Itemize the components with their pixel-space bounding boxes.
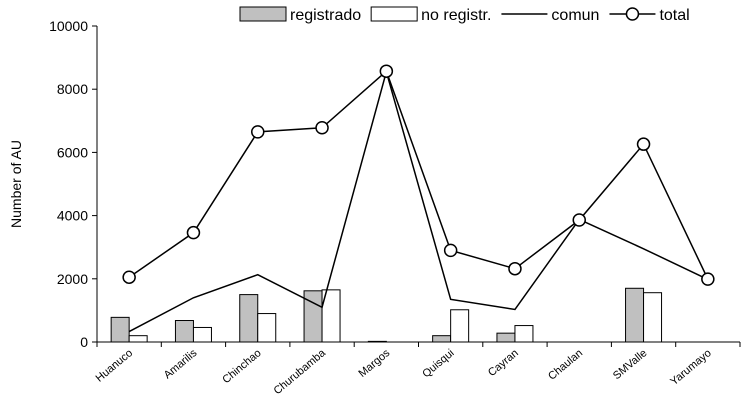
bar-registrado (496, 332, 516, 343)
legend-label: total (659, 7, 689, 24)
x-category-label: Chinchao (220, 347, 263, 386)
bar-noregistr (128, 335, 148, 343)
bar-registrado (303, 290, 323, 343)
x-category-label: Amarilis (162, 347, 200, 382)
legend-swatch (370, 6, 418, 22)
point-total (379, 64, 394, 78)
bar-registrado (625, 287, 645, 343)
x-category-label: Margos (356, 347, 392, 380)
legend-swatch (239, 6, 287, 22)
x-category-label: Quisqui (420, 347, 456, 380)
x-category-label: Chaulan (546, 347, 585, 383)
point-total (701, 272, 715, 286)
y-axis-title: Number of AU (8, 140, 24, 228)
bar-registrado (174, 320, 194, 343)
y-tick-label: 0 (80, 334, 88, 350)
bar-noregistr (643, 292, 663, 343)
y-tick-label: 6000 (57, 144, 88, 160)
bar-noregistr (192, 326, 212, 343)
x-category-label: Huanuco (94, 347, 135, 385)
point-total (186, 225, 201, 240)
x-category-label: SMValle (611, 347, 649, 382)
point-total (572, 213, 586, 227)
x-category-label: Churubamba (272, 347, 329, 398)
bar-registrado (239, 294, 259, 343)
point-total (122, 270, 136, 284)
legend-label: registrado (290, 7, 361, 24)
line-comun (128, 69, 709, 333)
legend-label: comun (551, 7, 599, 24)
lines (122, 64, 715, 333)
legend: registrado no registr. comun total (239, 6, 690, 24)
y-tick-label: 8000 (57, 81, 88, 97)
line-total (128, 69, 709, 280)
bar-noregistr (450, 309, 470, 343)
point-total (443, 243, 458, 258)
bar-registrado (367, 340, 387, 343)
y-tick-label: 4000 (57, 208, 88, 224)
x-category-label: Cayran (486, 347, 521, 379)
bar-noregistr (514, 325, 534, 343)
point-total (636, 137, 651, 151)
legend-label: no registr. (421, 7, 491, 24)
bar-noregistr (321, 289, 341, 343)
y-tick-label: 2000 (57, 271, 88, 287)
bar-noregistr (257, 313, 277, 343)
point-total (315, 121, 329, 135)
point-total (251, 125, 265, 139)
y-tick-label: 10000 (49, 18, 88, 34)
x-category-label: Yarumayo (668, 347, 714, 388)
bar-registrado (432, 335, 452, 343)
bar-registrado (110, 316, 130, 343)
point-total (508, 261, 522, 276)
legend-marker (625, 7, 640, 21)
bars (110, 287, 663, 343)
